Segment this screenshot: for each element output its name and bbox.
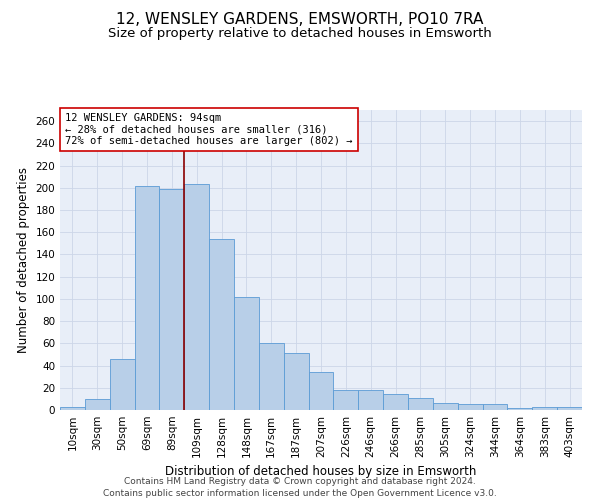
X-axis label: Distribution of detached houses by size in Emsworth: Distribution of detached houses by size … bbox=[166, 466, 476, 478]
Bar bbox=[383, 394, 408, 410]
Text: 12 WENSLEY GARDENS: 94sqm
← 28% of detached houses are smaller (316)
72% of semi: 12 WENSLEY GARDENS: 94sqm ← 28% of detac… bbox=[65, 113, 353, 146]
Bar bbox=[308, 372, 334, 410]
Bar bbox=[60, 406, 85, 410]
Y-axis label: Number of detached properties: Number of detached properties bbox=[17, 167, 30, 353]
Text: 12, WENSLEY GARDENS, EMSWORTH, PO10 7RA: 12, WENSLEY GARDENS, EMSWORTH, PO10 7RA bbox=[116, 12, 484, 28]
Bar bbox=[408, 398, 433, 410]
Bar bbox=[358, 390, 383, 410]
Bar bbox=[110, 359, 134, 410]
Bar bbox=[458, 404, 482, 410]
Bar bbox=[532, 406, 557, 410]
Bar bbox=[234, 296, 259, 410]
Bar bbox=[508, 408, 532, 410]
Text: Size of property relative to detached houses in Emsworth: Size of property relative to detached ho… bbox=[108, 28, 492, 40]
Bar bbox=[557, 406, 582, 410]
Bar bbox=[433, 404, 458, 410]
Bar bbox=[334, 390, 358, 410]
Bar bbox=[85, 399, 110, 410]
Bar bbox=[482, 404, 508, 410]
Bar bbox=[184, 184, 209, 410]
Bar bbox=[284, 354, 308, 410]
Bar bbox=[259, 344, 284, 410]
Bar bbox=[160, 189, 184, 410]
Bar bbox=[209, 239, 234, 410]
Bar bbox=[134, 186, 160, 410]
Text: Contains HM Land Registry data © Crown copyright and database right 2024.
Contai: Contains HM Land Registry data © Crown c… bbox=[103, 476, 497, 498]
